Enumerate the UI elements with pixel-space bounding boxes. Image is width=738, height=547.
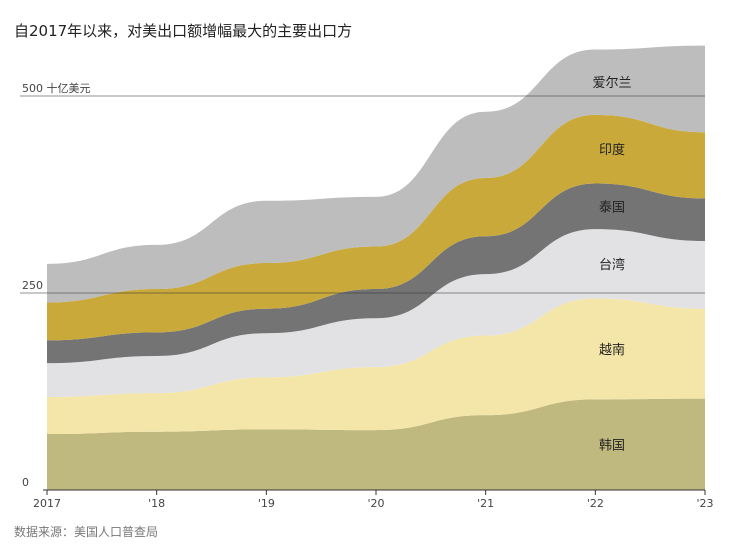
- x-tick-label: '22: [587, 497, 604, 510]
- series-label-台湾: 台湾: [599, 257, 625, 273]
- series-labels: 韩国 越南 台湾 泰国 印度 爱尔兰: [592, 76, 631, 453]
- source-note: 数据来源：美国人口普查局: [14, 525, 159, 539]
- x-axis: [43, 489, 706, 495]
- series-label-泰国: 泰国: [599, 200, 625, 215]
- chart-title: 自2017年以来，对美出口额增幅最大的主要出口方: [14, 22, 353, 40]
- y-tick-label: 500 十亿美元: [22, 81, 91, 95]
- series-label-越南: 越南: [599, 342, 625, 358]
- gridlines: [20, 95, 705, 294]
- y-tick-label: 0: [22, 476, 29, 489]
- x-tick-label: '23: [696, 497, 713, 510]
- series-label-韩国: 韩国: [599, 439, 625, 454]
- series-label-印度: 印度: [599, 142, 625, 158]
- x-tick-label: 2017: [33, 497, 61, 510]
- series-label-爱尔兰: 爱尔兰: [592, 76, 631, 91]
- area-印度: [47, 114, 705, 341]
- x-tick-label: '18: [148, 497, 165, 510]
- area-越南: [47, 298, 705, 435]
- area-台湾: [47, 229, 705, 398]
- x-tick-labels: 2017 '18 '19 '20 '21 '22 '23: [33, 497, 714, 510]
- area-爱尔兰: [47, 45, 705, 303]
- x-tick-label: '19: [258, 497, 275, 510]
- y-tick-label: 250: [22, 279, 43, 292]
- x-tick-label: '20: [367, 497, 384, 510]
- y-tick-labels: 0 250 500 十亿美元: [22, 81, 91, 489]
- area-韩国: [47, 398, 705, 490]
- x-tick-label: '21: [477, 497, 494, 510]
- series-areas: [47, 45, 705, 490]
- area-泰国: [47, 183, 705, 364]
